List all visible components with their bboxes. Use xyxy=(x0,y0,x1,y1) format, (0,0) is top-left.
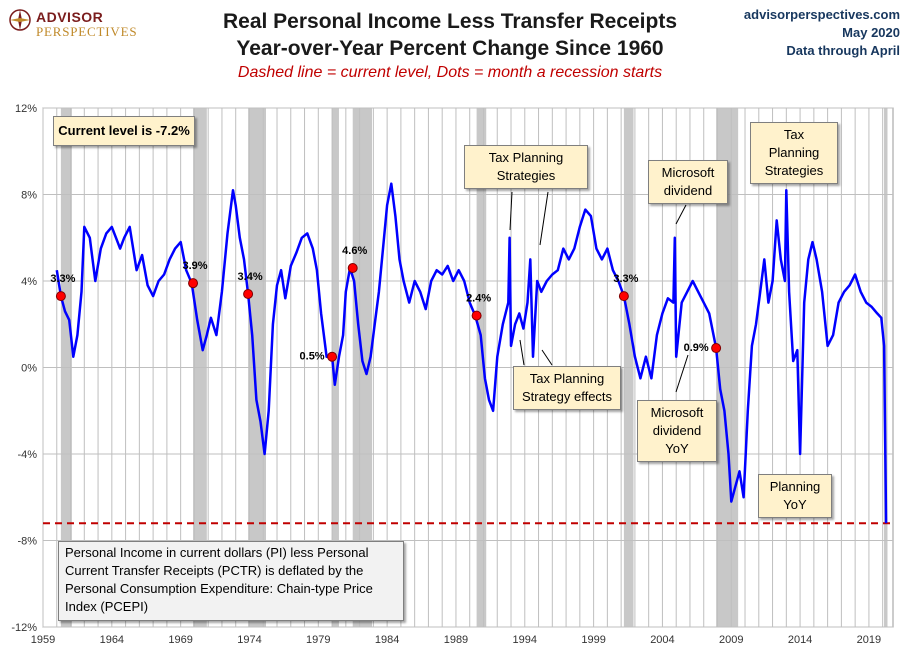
pointer-tax1-b xyxy=(539,191,549,246)
recession-start-label: 0.9% xyxy=(684,342,709,354)
annotation-msft-dividend: Microsoft dividend xyxy=(648,160,728,204)
chart-title-line2: Year-over-Year Percent Change Since 1960 xyxy=(236,37,664,60)
recession-start-label: 3.3% xyxy=(50,273,75,285)
recession-start-label: 0.5% xyxy=(300,351,325,363)
source-data-through: Data through April xyxy=(786,43,900,58)
annotation-msft-yoy: Microsoft dividend YoY xyxy=(637,400,717,462)
pointer-msft-yoy xyxy=(675,354,689,393)
pointer-tax-effects-b xyxy=(541,349,553,366)
source-date: May 2020 xyxy=(842,25,900,40)
logo: ADVISOR PERSPECTIVES xyxy=(8,6,158,42)
x-tick-label: 1979 xyxy=(306,634,330,646)
annotation-tax-effects: Tax Planning Strategy effects xyxy=(513,366,621,410)
footnote: Personal Income in current dollars (PI) … xyxy=(58,541,404,621)
x-tick-label: 1974 xyxy=(237,634,261,646)
x-tick-label: 2019 xyxy=(857,634,881,646)
annotation-tax-planning-2: Tax Planning Strategies xyxy=(750,122,838,184)
annotation-tax-planning-1: Tax Planning Strategies xyxy=(464,145,588,189)
x-tick-label: 2009 xyxy=(719,634,743,646)
series-line-real-income xyxy=(55,182,888,524)
current-level-box: Current level is -7.2% xyxy=(53,116,195,146)
logo-word2: PERSPECTIVES xyxy=(36,24,138,39)
recession-start-label: 3.9% xyxy=(183,260,208,272)
x-tick-label: 1984 xyxy=(375,634,399,646)
y-tick-label: -12% xyxy=(11,622,37,634)
y-tick-label: 0% xyxy=(21,363,37,375)
recession-start-label: 2.4% xyxy=(466,293,491,305)
annotation-planning-yoy: Planning YoY xyxy=(758,474,832,518)
chart-subtitle: Dashed line = current level, Dots = mont… xyxy=(237,64,663,81)
y-tick-label: -8% xyxy=(17,536,37,548)
pointer-tax1-a xyxy=(509,191,513,231)
x-tick-label: 1999 xyxy=(581,634,605,646)
title-block: Real Personal Income Less Transfer Recei… xyxy=(170,8,730,84)
compass-icon xyxy=(9,9,31,31)
x-tick-label: 1969 xyxy=(168,634,192,646)
chart-title: Real Personal Income Less Transfer Recei… xyxy=(222,10,678,33)
pointer-tax-effects-a xyxy=(519,339,525,366)
recession-start-label: 3.3% xyxy=(613,273,638,285)
recession-start-dot xyxy=(471,310,482,321)
recession-start-dot xyxy=(243,288,254,299)
source-block: advisorperspectives.com May 2020 Data th… xyxy=(744,6,900,60)
y-tick-label: 12% xyxy=(15,103,37,115)
recession-start-dot xyxy=(347,263,358,274)
recession-start-dot xyxy=(188,278,199,289)
y-tick-label: 4% xyxy=(21,276,37,288)
pointer-msft xyxy=(675,204,687,225)
source-site: advisorperspectives.com xyxy=(743,7,900,22)
recession-start-dot xyxy=(711,343,722,354)
x-tick-label: 2004 xyxy=(650,634,674,646)
recession-start-label: 3.4% xyxy=(238,271,263,283)
x-tick-label: 2014 xyxy=(788,634,812,646)
x-tick-label: 1994 xyxy=(513,634,537,646)
y-tick-label: 8% xyxy=(21,190,37,202)
recession-start-dot xyxy=(55,291,66,302)
x-tick-label: 1959 xyxy=(31,634,55,646)
x-tick-label: 1964 xyxy=(100,634,124,646)
logo-word1: ADVISOR xyxy=(36,9,104,25)
x-tick-label: 1989 xyxy=(444,634,468,646)
recession-start-dot xyxy=(327,351,338,362)
y-tick-label: -4% xyxy=(17,449,37,461)
recession-start-label: 4.6% xyxy=(342,245,367,257)
recession-start-dot xyxy=(618,291,629,302)
